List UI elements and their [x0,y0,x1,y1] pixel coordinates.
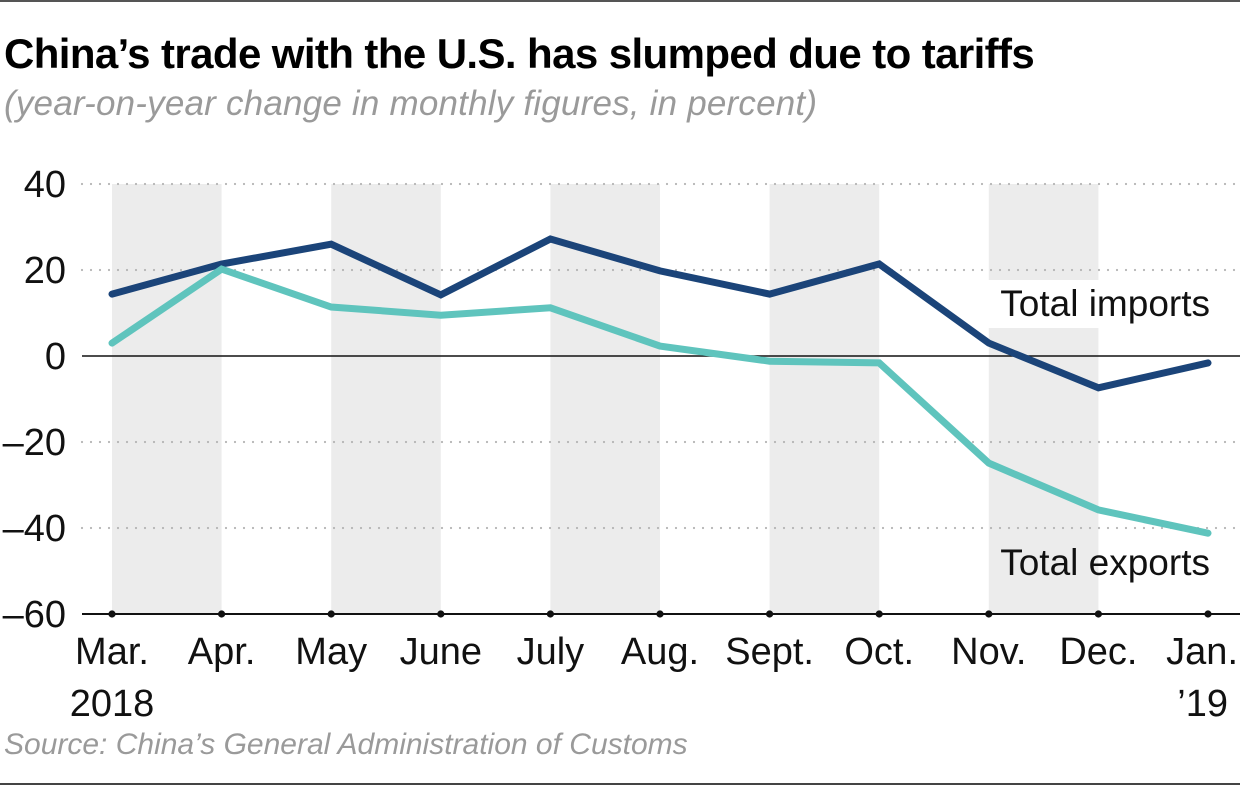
x-tick-dot [985,610,993,618]
label-total-exports: Total exports [1000,542,1210,583]
series-lines [108,235,1212,537]
imports-label-background [960,280,1216,328]
band-4 [550,184,660,614]
x-tick-dot [327,610,335,618]
x-tick-label: July [517,631,585,673]
x-tick-label: Oct. [844,631,914,673]
x-tick-dot [218,610,226,618]
x-tick-dot [1204,610,1212,618]
background-bands [112,184,1099,614]
x-tick-sublabel: ’19 [1177,683,1228,725]
x-tick-label: June [400,631,482,673]
x-tick-dot [1094,610,1102,618]
x-tick-label: Aug. [621,631,699,673]
x-tick-dot [875,610,883,618]
x-tick-label: Dec. [1059,631,1137,673]
y-tick-label: –60 [3,594,66,636]
chart-title: China’s trade with the U.S. has slumped … [4,30,1035,77]
x-tick-dot [656,610,664,618]
chart-subtitle: (year-on-year change in monthly figures,… [4,84,818,123]
x-tick-label: Sept. [725,631,814,673]
x-tick-label: Apr. [188,631,256,673]
label-total-imports: Total imports [1000,283,1210,324]
top-rule [0,0,1240,2]
x-tick-label: Nov. [951,631,1026,673]
x-tick-label: Jan. [1166,631,1238,673]
y-axis-ticks: 40 20 0 –20 –40 –60 [3,164,66,636]
y-tick-label: 40 [24,164,66,206]
x-tick-label: May [295,631,367,673]
x-tick-dot [108,610,116,618]
x-tick-dot [766,610,774,618]
x-tick-dot [546,610,555,618]
band-6 [769,184,880,614]
band-8 [988,184,1099,614]
x-tick-sublabel: 2018 [70,683,155,725]
y-tick-label: 0 [45,336,66,378]
y-tick-label: –40 [3,508,66,550]
bottom-rule [0,783,1240,785]
x-axis-ticks: Mar. 2018 Apr. May June July Aug. Sept. Oct. Nov.… [70,610,1238,725]
series-line-total-imports [108,235,1212,392]
y-tick-label: –20 [3,422,66,464]
x-tick-dot [437,610,445,618]
source-note: Source: China’s General Administration o… [4,728,688,761]
band-0 [112,184,222,614]
y-tick-label: 20 [24,250,66,292]
x-tick-label: Mar. [75,631,149,673]
